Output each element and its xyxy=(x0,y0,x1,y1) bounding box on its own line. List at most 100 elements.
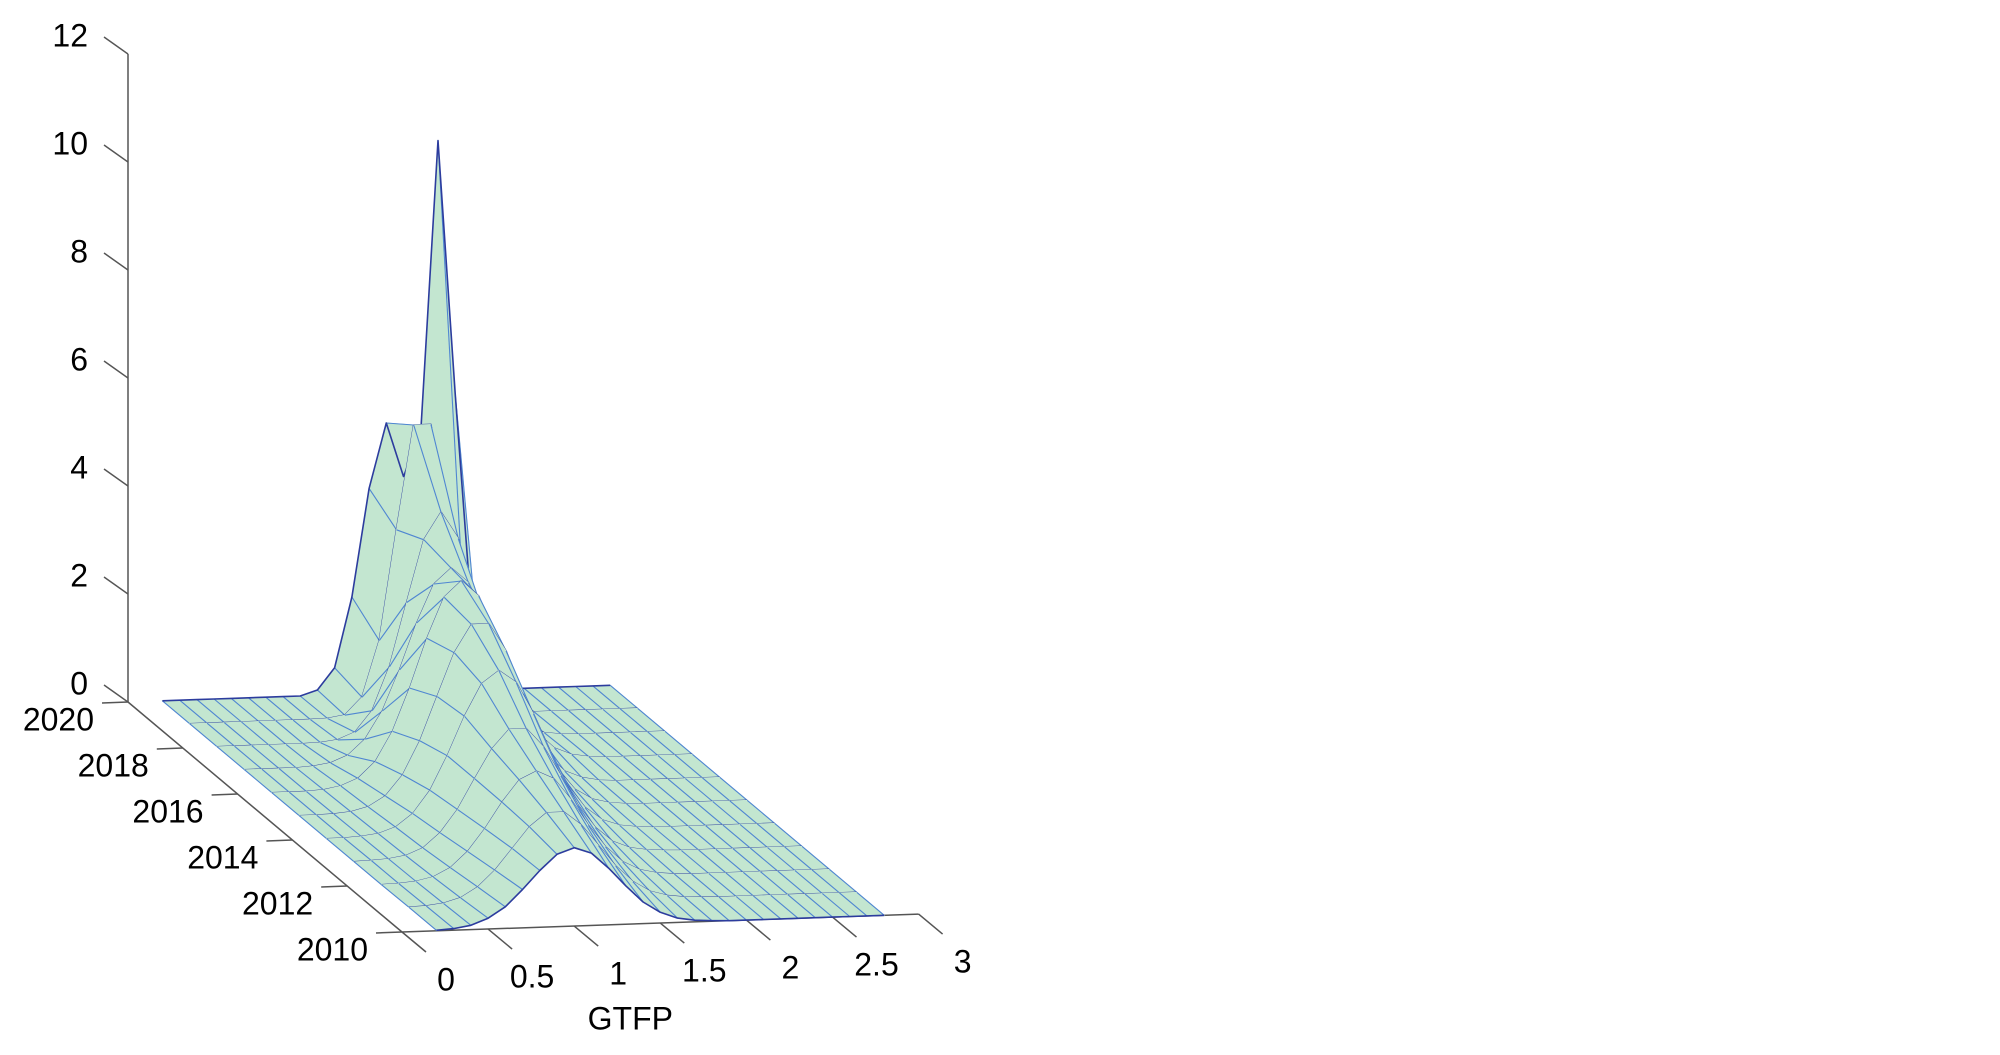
surface-mesh-line xyxy=(478,595,507,652)
surface-mesh-line xyxy=(633,779,662,804)
surface-mesh-line xyxy=(551,710,580,735)
surface-mesh-line xyxy=(430,424,459,539)
surface-mesh-line xyxy=(698,849,727,874)
surface-mesh-line xyxy=(725,872,754,897)
surface-mesh-line xyxy=(426,637,455,654)
surface-mesh-line xyxy=(619,824,648,851)
surface-mesh-line xyxy=(670,826,699,851)
surface-mesh-line xyxy=(234,745,263,770)
surface-mesh-line xyxy=(732,848,761,873)
surface-mesh-line xyxy=(749,847,779,872)
surface-mesh-line xyxy=(382,687,411,712)
surface-mesh-line xyxy=(630,732,659,756)
surface-mesh-line xyxy=(278,768,307,793)
surface-mesh-line xyxy=(605,756,635,781)
surface-mesh-line xyxy=(525,728,555,780)
surface-mesh-line xyxy=(609,684,638,709)
surface-mesh-line xyxy=(299,695,328,719)
surface-mesh-line xyxy=(310,719,339,741)
surface-mesh-line xyxy=(344,710,373,716)
surface-mesh-line xyxy=(543,746,572,801)
surface-mesh-line xyxy=(357,778,386,797)
surface-mesh-line xyxy=(729,800,758,825)
surface-mesh-line xyxy=(244,769,273,794)
surface-mesh-line xyxy=(533,711,562,735)
surface-mesh-line xyxy=(667,778,696,803)
surface-mesh-line xyxy=(598,779,627,805)
surface-mesh-line xyxy=(588,756,617,782)
surface-mesh-line xyxy=(540,687,570,712)
surface-mesh-line xyxy=(340,785,369,808)
x-tick-label: 1.5 xyxy=(682,953,726,989)
surface-mesh-line xyxy=(282,696,311,721)
surface-mesh-line xyxy=(544,732,573,756)
y-tick-label: 2012 xyxy=(242,885,313,921)
surface-mesh-line xyxy=(649,891,678,919)
surface-row-line xyxy=(162,139,611,702)
surface-mesh-line xyxy=(261,768,290,793)
surface-mesh-line xyxy=(578,733,607,758)
surface-mesh-line xyxy=(292,719,321,744)
surface-mesh-line xyxy=(715,848,744,873)
surface-mesh-line xyxy=(580,824,610,869)
surface-mesh-line xyxy=(587,824,617,867)
surface-mesh-line xyxy=(612,732,642,757)
z-tick xyxy=(103,468,129,487)
surface-mesh-line xyxy=(708,873,737,897)
surface-mesh-line xyxy=(684,778,714,802)
surface-mesh-line xyxy=(560,775,589,826)
x-tick-label: 3 xyxy=(954,944,972,980)
surface-mesh-line xyxy=(581,777,610,804)
surface-mesh-line xyxy=(398,883,427,907)
surface-mesh-line xyxy=(619,708,649,733)
x-tick xyxy=(401,931,427,953)
surface-mesh-line xyxy=(691,873,720,898)
surface-mesh-line xyxy=(609,802,638,828)
surface-mesh-line xyxy=(268,744,297,769)
surface-mesh-line xyxy=(381,884,410,908)
surface-mesh-line xyxy=(760,871,789,896)
z-tick-label: 4 xyxy=(70,449,88,485)
surface-mesh-line xyxy=(657,755,686,779)
surface-mesh-line xyxy=(306,791,335,815)
surface-mesh-line xyxy=(484,828,513,850)
surface-mesh-line xyxy=(258,720,287,745)
surface-mesh-line xyxy=(371,669,401,712)
surface-mesh-line xyxy=(471,624,500,672)
surface-mesh-line xyxy=(440,512,470,583)
surface-mesh-line xyxy=(251,745,280,770)
surface-mesh-line xyxy=(523,687,552,712)
surface-mesh-line xyxy=(443,596,472,625)
x-tick-label: 2 xyxy=(782,950,800,986)
surface-mesh-line xyxy=(443,902,472,926)
surface-mesh-line xyxy=(804,893,833,918)
surface-mesh-line xyxy=(405,855,434,878)
surface-mesh-line xyxy=(616,780,645,805)
z-tick xyxy=(103,360,129,379)
y-tick-label: 2020 xyxy=(23,701,94,737)
surface-mesh-line xyxy=(705,825,734,850)
surface-mesh-line xyxy=(612,841,641,871)
surface-mesh-line xyxy=(295,767,325,791)
surface-mesh-line xyxy=(774,822,803,847)
surface-mesh-line xyxy=(739,824,768,848)
surface-mesh-line xyxy=(518,779,548,814)
surface-mesh-line xyxy=(474,778,503,803)
surface-mesh-line xyxy=(461,580,490,625)
surface-mesh-line xyxy=(563,811,592,854)
surface-mesh-line xyxy=(327,718,356,733)
surface-mesh-line xyxy=(432,876,462,899)
surface-mesh-line xyxy=(343,837,372,862)
surface-mesh-line xyxy=(701,896,730,922)
surface-mesh-line xyxy=(656,872,685,898)
surface-mesh-line xyxy=(313,765,342,787)
surface-mesh-line xyxy=(592,685,621,710)
surface-mesh-line xyxy=(735,896,764,920)
surface-mesh-line xyxy=(213,698,242,723)
y-tick-label: 2010 xyxy=(297,931,368,967)
surface-mesh-line xyxy=(839,892,868,917)
surface-mesh-line xyxy=(664,730,693,755)
surface-mesh-line xyxy=(742,871,772,896)
surface-mesh-line xyxy=(821,893,851,917)
surface-mesh-line xyxy=(695,801,724,826)
